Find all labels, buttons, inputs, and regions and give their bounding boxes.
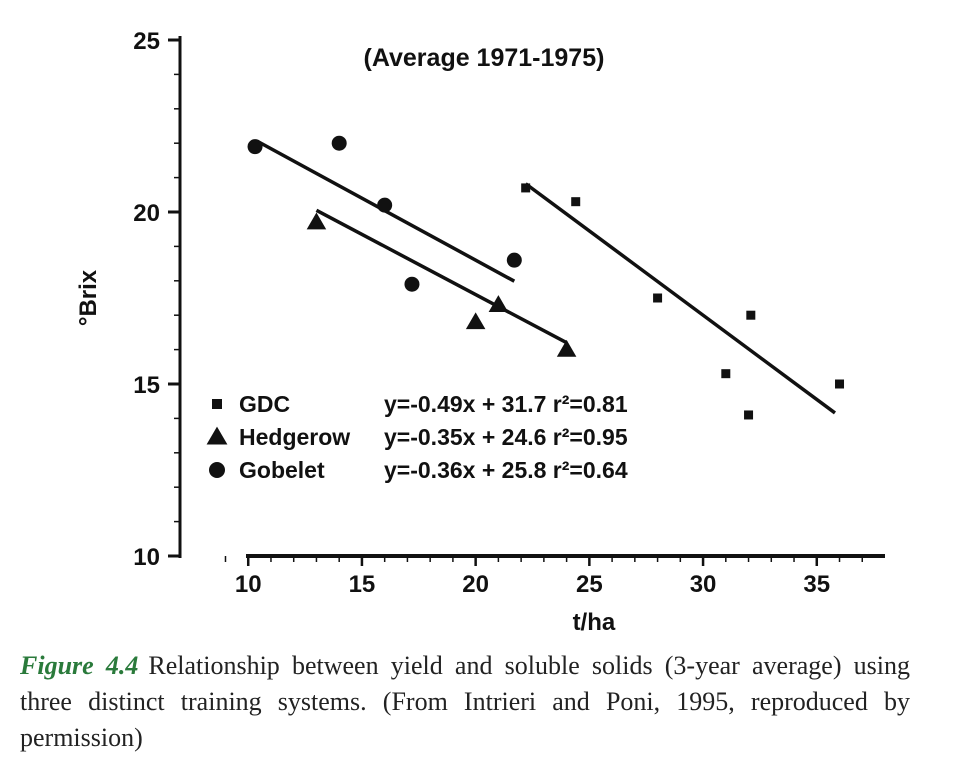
hedgerow-point [306, 212, 327, 230]
figure-caption: Figure 4.4 Relationship between yield and… [20, 648, 910, 756]
gobelet-point [404, 276, 420, 292]
gdc-point [721, 369, 731, 379]
gdc-point [835, 379, 845, 389]
x-tick-label: 20 [462, 571, 489, 598]
legend-gdc-marker [212, 399, 222, 409]
x-tick-label: 35 [803, 571, 830, 598]
x-tick-label: 10 [235, 571, 262, 598]
gobelet-point [506, 252, 522, 268]
gdc-fit-line [524, 182, 837, 415]
y-axis-label: °Brix [75, 269, 102, 326]
gobelet-point [247, 139, 263, 155]
gdc-point [521, 183, 531, 193]
legend-gobelet-marker [209, 462, 225, 478]
x-tick-label: 25 [576, 571, 603, 598]
hedgerow-point [488, 295, 509, 312]
y-tick-label: 25 [133, 28, 160, 55]
x-tick-label: 30 [690, 571, 717, 598]
hedgerow-point [556, 339, 577, 357]
gobelet-point [377, 197, 393, 213]
legend-gobelet-label: Gobelet [239, 457, 325, 483]
gdc-point [653, 293, 663, 303]
legend-hedgerow-label: Hedgerow [239, 424, 350, 450]
y-tick-label: 20 [133, 200, 160, 227]
caption-label: Figure 4.4 [20, 651, 139, 680]
x-tick-label: 15 [349, 571, 376, 598]
legend-gdc-equation: y=-0.49x + 31.7 r²=0.81 [384, 391, 628, 417]
gobelet-point [331, 135, 347, 151]
gdc-point [571, 197, 581, 207]
x-axis-label: t/ha [573, 609, 616, 636]
y-tick-label: 15 [133, 372, 160, 399]
legend-gdc-label: GDC [239, 391, 290, 417]
legend-hedgerow-equation: y=-0.35x + 24.6 r²=0.95 [384, 424, 628, 450]
hedgerow-point [465, 312, 486, 330]
legend-gobelet-equation: y=-0.36x + 25.8 r²=0.64 [384, 457, 628, 483]
caption-text: Relationship between yield and soluble s… [20, 651, 910, 752]
hedgerow-fit-line [315, 208, 568, 345]
chart: 10 15 20 25 10 15 20 25 30 35 t/ha °Brix (Average 19… [75, 28, 885, 636]
legend-hedgerow-marker [206, 426, 228, 445]
gdc-point [744, 410, 754, 420]
gdc-point [746, 310, 756, 320]
y-tick-label: 10 [133, 544, 160, 571]
chart-title: (Average 1971-1975) [364, 44, 605, 72]
